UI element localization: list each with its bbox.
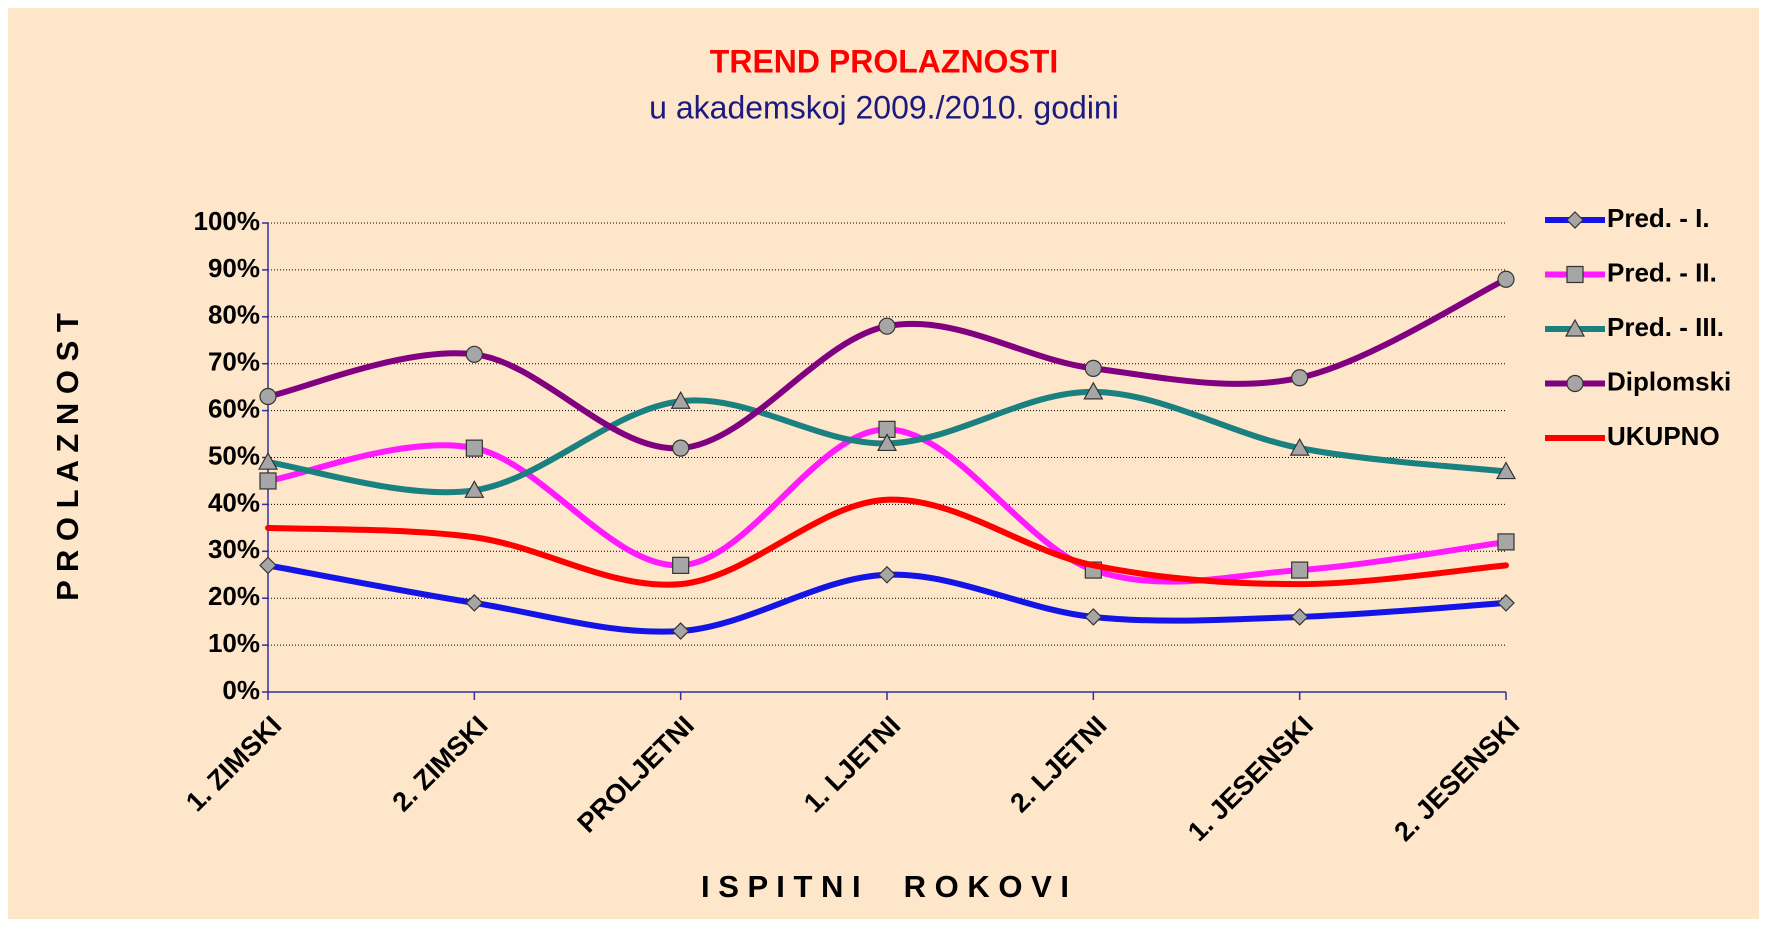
marker: [259, 556, 277, 575]
legend-label: Pred. - III.: [1607, 312, 1724, 342]
marker: [1289, 437, 1310, 456]
marker: [465, 345, 483, 363]
marker: [1290, 608, 1309, 626]
marker: [670, 390, 691, 409]
y-tick-label: 0%: [222, 675, 260, 705]
marker: [1084, 608, 1103, 626]
y-tick-label: 20%: [208, 581, 260, 611]
y-tick-label: 40%: [208, 487, 260, 517]
y-axis-label: P R O L A Z N O S T: [50, 313, 85, 601]
marker: [1566, 211, 1584, 229]
marker: [672, 439, 690, 457]
y-tick-label: 50%: [208, 440, 260, 470]
marker: [1566, 265, 1584, 284]
chart-background: [8, 8, 1759, 919]
marker: [878, 317, 896, 335]
chart-subtitle: u akademskoj 2009./2010. godini: [649, 89, 1119, 125]
marker: [1497, 594, 1515, 612]
marker: [876, 433, 898, 452]
marker: [259, 387, 277, 406]
legend-label: Pred. - I.: [1607, 203, 1710, 233]
y-tick-label: 30%: [208, 534, 260, 564]
marker: [1291, 561, 1309, 579]
legend-label: Pred. - II.: [1607, 257, 1717, 287]
marker: [1497, 270, 1515, 288]
marker: [464, 480, 485, 498]
marker: [1497, 533, 1515, 551]
legend-label: UKUPNO: [1607, 421, 1720, 451]
y-tick-label: 90%: [208, 253, 260, 283]
marker: [1084, 359, 1102, 377]
x-axis-label: I S P I T N I R O K O V I: [701, 869, 1069, 904]
marker: [672, 556, 690, 574]
marker: [671, 622, 690, 640]
y-tick-label: 80%: [208, 300, 260, 330]
y-tick-label: 60%: [208, 393, 260, 423]
marker: [1083, 381, 1104, 400]
legend-label: Diplomski: [1607, 366, 1731, 396]
marker: [465, 594, 484, 612]
marker: [1495, 461, 1517, 480]
marker: [1564, 318, 1586, 337]
marker: [878, 565, 896, 584]
marker: [1291, 369, 1309, 387]
marker: [257, 451, 279, 470]
marker: [465, 439, 483, 457]
marker: [259, 472, 277, 490]
y-tick-label: 70%: [208, 347, 260, 377]
series-line: [265, 496, 1509, 588]
y-tick-label: 10%: [208, 628, 260, 658]
marker: [1566, 374, 1584, 393]
y-tick-label: 100%: [194, 206, 261, 236]
chart-title: TREND PROLAZNOSTI: [710, 43, 1058, 79]
